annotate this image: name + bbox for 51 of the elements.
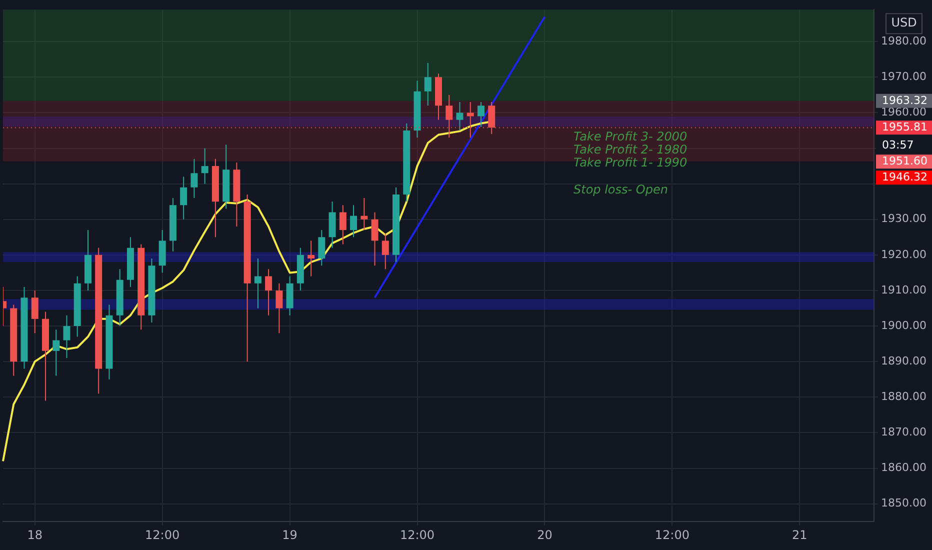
x-tick-label: 12:00 [145, 528, 180, 542]
x-tick-label: 18 [27, 528, 43, 542]
x-tick-label: 21 [792, 528, 808, 542]
annotation: Take Profit 1- 1990 [574, 156, 688, 170]
text: 03:57 [882, 138, 914, 152]
candlestick [339, 204, 346, 245]
text: 1946.32 [882, 170, 928, 184]
candlestick [318, 230, 326, 266]
candlestick [254, 258, 262, 309]
text: USD [891, 16, 917, 30]
y-tick-label: 1930.00 [881, 212, 926, 226]
candlestick [308, 240, 315, 277]
x-tick-label: 12:00 [400, 528, 435, 542]
candlestick [477, 102, 484, 128]
y-tick-label: 1980.00 [881, 34, 926, 48]
y-tick-label: 1900.00 [881, 318, 926, 332]
candlestick [360, 198, 368, 231]
candlestick [488, 102, 496, 135]
annotation: Stop loss- Open [574, 182, 668, 197]
candlestick [265, 268, 272, 316]
candlestick [466, 102, 474, 138]
y-tick-label: 1910.00 [881, 283, 926, 296]
y-tick-label: 1850.00 [881, 496, 926, 510]
candlestick [190, 158, 198, 199]
candlestick [382, 233, 389, 270]
y-tick-label: 1970.00 [881, 70, 926, 84]
y-tick-label: 1960.00 [881, 106, 926, 119]
x-tick-label: 19 [282, 528, 298, 542]
text: 1951.60 [882, 154, 928, 168]
candlestick [63, 314, 70, 359]
candlestick [52, 329, 60, 376]
y-tick-label: 1880.00 [881, 390, 926, 404]
candlestick [446, 94, 453, 138]
x-tick-label: 20 [537, 528, 552, 542]
candlestick [31, 290, 38, 334]
x-tick-label: 12:00 [654, 528, 690, 542]
candlestick [371, 212, 378, 266]
candlestick [276, 282, 283, 334]
band-label: 1963.32 [882, 94, 928, 107]
annotation: Take Profit 2- 1980 [574, 142, 688, 157]
y-tick-label: 1860.00 [881, 461, 926, 474]
candlestick [456, 102, 464, 131]
y-tick-label: 1890.00 [881, 354, 926, 368]
y-tick-label: 1870.00 [881, 426, 926, 439]
y-tick-label: 1920.00 [881, 248, 926, 261]
candlestick [424, 62, 432, 106]
candlestick [180, 176, 188, 220]
candlestick [201, 148, 208, 184]
annotation: Take Profit 3- 2000 [574, 130, 688, 144]
ref-line-label: 1955.81 [882, 120, 928, 134]
candlestick [350, 204, 358, 238]
